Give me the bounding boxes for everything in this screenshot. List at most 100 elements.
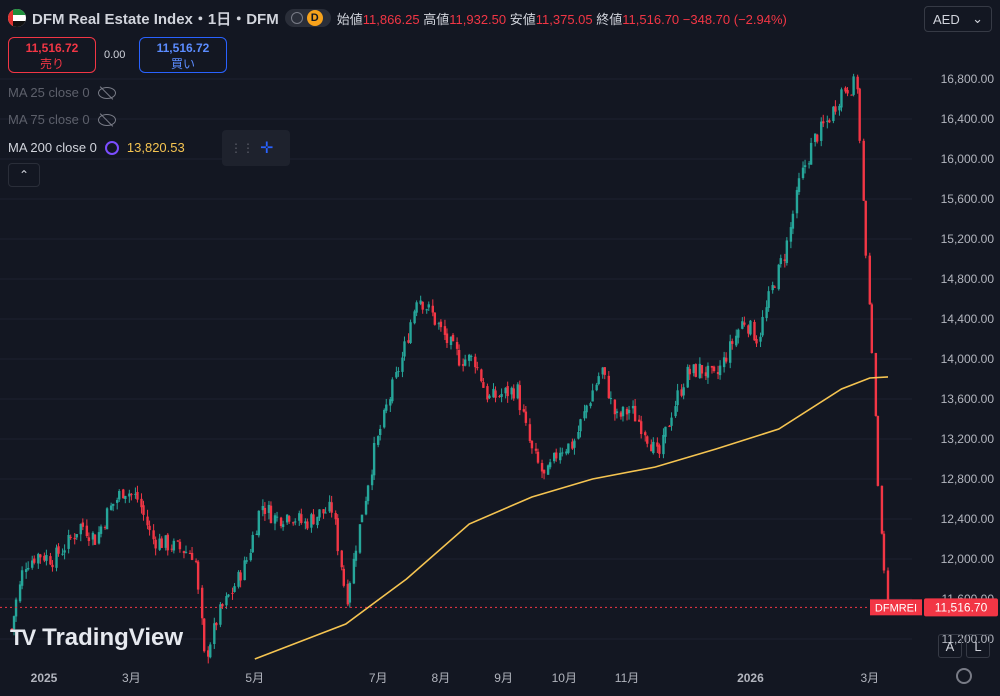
log-scale-button[interactable]: L <box>966 634 990 658</box>
candle-body <box>534 448 538 451</box>
eye-hidden-icon[interactable] <box>97 86 116 99</box>
candle-body <box>255 533 258 536</box>
candle-body <box>779 258 782 264</box>
chart-header: DFM Real Estate Index・1日・DFM D 始値11,866.… <box>8 8 787 28</box>
candle-body <box>300 514 303 523</box>
y-tick-label: 13,600.00 <box>941 392 995 406</box>
indicator-ma200[interactable]: MA 200 close 0 13,820.53 <box>8 140 185 155</box>
tradingview-logo[interactable]: TV TradingView <box>10 624 183 652</box>
candle-body <box>215 622 218 626</box>
candle-body <box>383 409 386 428</box>
indicator-ma75[interactable]: MA 75 close 0 <box>8 112 116 127</box>
candle-body <box>761 316 764 336</box>
candle-body <box>354 550 358 561</box>
candle-body <box>310 514 313 528</box>
candle-body <box>63 550 66 553</box>
candle-body <box>285 514 289 523</box>
candle-body <box>443 326 447 335</box>
candle-body <box>498 396 501 398</box>
candle-body <box>822 121 825 124</box>
candle-body <box>631 405 635 409</box>
candle-body <box>621 406 625 417</box>
drag-handle-icon[interactable]: ⋮⋮ <box>230 141 254 155</box>
indicator-ma25[interactable]: MA 25 close 0 <box>8 85 116 100</box>
candle-body <box>504 387 507 394</box>
candle-body <box>148 525 151 531</box>
candle-body <box>352 558 356 584</box>
candle-body <box>79 523 82 535</box>
candle-body <box>152 530 155 540</box>
candle-body <box>158 538 161 550</box>
candle-body <box>783 259 787 261</box>
candle-body <box>542 469 546 474</box>
symbol-title[interactable]: DFM Real Estate Index・1日・DFM <box>32 10 279 28</box>
high-value: 11,932.50 <box>449 11 507 27</box>
candle-body <box>492 388 495 398</box>
candle-body <box>200 587 204 619</box>
candle-body <box>243 560 246 581</box>
candle-body <box>237 571 240 587</box>
gear-icon[interactable] <box>956 668 972 684</box>
candle-body <box>49 556 52 565</box>
candle-body <box>530 440 534 449</box>
crosshair-icon[interactable]: ✛ <box>260 140 274 157</box>
candle-body <box>463 359 467 366</box>
candle-body <box>322 509 325 514</box>
candle-body <box>512 388 515 399</box>
candle-body <box>559 452 562 461</box>
candle-body <box>87 537 91 542</box>
candle-body <box>267 504 271 513</box>
collapse-legend-button[interactable]: ⌃ <box>8 163 40 187</box>
candle-body <box>207 650 210 657</box>
candle-body <box>449 336 453 345</box>
change-value: −348.70 (−2.94%) <box>682 11 787 27</box>
buy-button[interactable]: 11,516.72 買い <box>139 37 227 73</box>
candle-body <box>579 419 582 432</box>
sell-label: 売り <box>39 57 64 71</box>
candle-body <box>261 505 265 511</box>
sell-button[interactable]: 11,516.72 売り <box>8 37 96 73</box>
candle-body <box>225 596 228 606</box>
candle-body <box>650 444 653 452</box>
interval-badge[interactable]: D <box>284 9 331 27</box>
close-value: 11,516.70 <box>622 11 680 27</box>
candle-body <box>273 515 277 524</box>
candle-body <box>142 505 145 515</box>
y-tick-label: 14,400.00 <box>941 312 995 326</box>
candle-body <box>346 583 350 605</box>
last-price-value: 11,516.70 <box>935 600 988 614</box>
auto-scale-button[interactable]: A <box>938 634 962 658</box>
currency-label: AED <box>933 11 960 27</box>
candle-body <box>864 200 867 256</box>
candle-body <box>219 604 222 625</box>
candle-body <box>93 534 97 545</box>
candle-body <box>838 106 841 111</box>
candle-body <box>468 354 471 361</box>
eye-hidden-icon[interactable] <box>97 113 116 126</box>
candle-body <box>615 411 619 413</box>
candle-body <box>312 514 315 525</box>
candle-body <box>603 367 606 375</box>
candle-body <box>334 513 337 520</box>
candle-body <box>279 517 283 527</box>
candle-body <box>154 539 157 549</box>
candle-body <box>820 121 823 141</box>
currency-select[interactable]: AED ⌄ <box>924 6 992 32</box>
candle-body <box>12 616 16 630</box>
candle-body <box>637 419 641 422</box>
candle-body <box>366 485 370 502</box>
candle-body <box>668 425 671 427</box>
candle-body <box>372 442 376 476</box>
indicator-tools[interactable]: ⋮⋮ ✛ <box>222 130 290 166</box>
candle-body <box>18 584 22 602</box>
candle-body <box>39 554 42 558</box>
candle-body <box>281 524 285 528</box>
candle-body <box>140 498 143 508</box>
y-tick-label: 11,200.00 <box>942 632 995 646</box>
candle-body <box>694 364 698 377</box>
candle-body <box>294 521 297 523</box>
candle-body <box>457 349 461 366</box>
candle-body <box>348 583 352 603</box>
y-tick-label: 16,800.00 <box>941 72 995 86</box>
